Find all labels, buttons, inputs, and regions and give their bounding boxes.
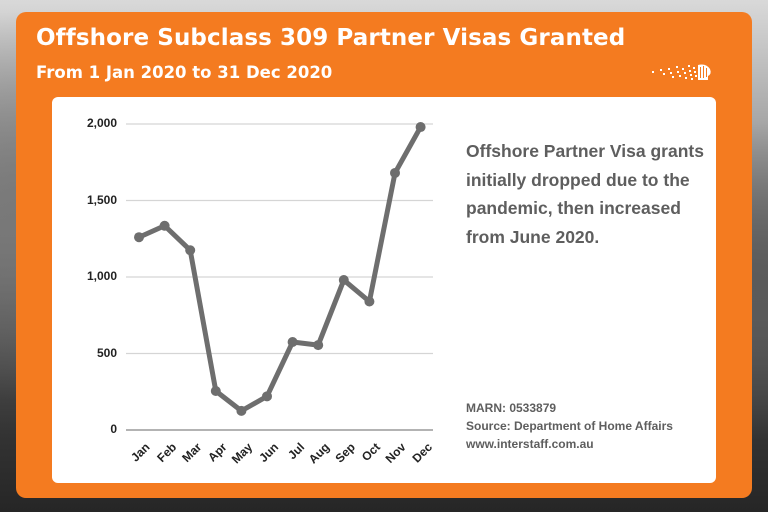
summary-text: Offshore Partner Visa grants initially d… [466,141,704,247]
data-markers [134,122,426,416]
series-line [136,124,424,414]
y-tick-label: 1,000 [86,269,117,283]
chart-subtitle: From 1 Jan 2020 to 31 Dec 2020 [36,63,333,82]
chart-card [52,97,716,483]
data-point[interactable] [364,296,375,307]
data-point[interactable] [159,220,170,231]
y-tick-label: 1,500 [86,192,117,207]
y-tick-label: 0 [110,422,117,436]
data-point[interactable] [185,245,196,256]
marn-number: MARN: 0533879 [466,401,557,415]
dotted-head-logo-icon [652,64,711,80]
data-point[interactable] [313,340,324,351]
data-point[interactable] [390,167,400,178]
data-point[interactable] [236,405,247,416]
data-point[interactable] [262,391,272,402]
gridlines [126,123,433,431]
chart-title: Offshore Subclass 309 Partner Visas Gran… [36,25,626,51]
data-point[interactable] [287,337,298,348]
y-tick-label: 500 [96,345,117,360]
source-credit: Source: Department of Home Affairs [466,419,673,433]
data-point[interactable] [210,385,221,396]
data-point[interactable] [338,275,349,286]
y-tick-label: 2,000 [86,116,117,130]
data-point[interactable] [134,232,144,243]
data-point[interactable] [415,122,426,133]
website-link[interactable]: www.interstaff.com.au [466,437,594,451]
line-chart [126,122,433,431]
